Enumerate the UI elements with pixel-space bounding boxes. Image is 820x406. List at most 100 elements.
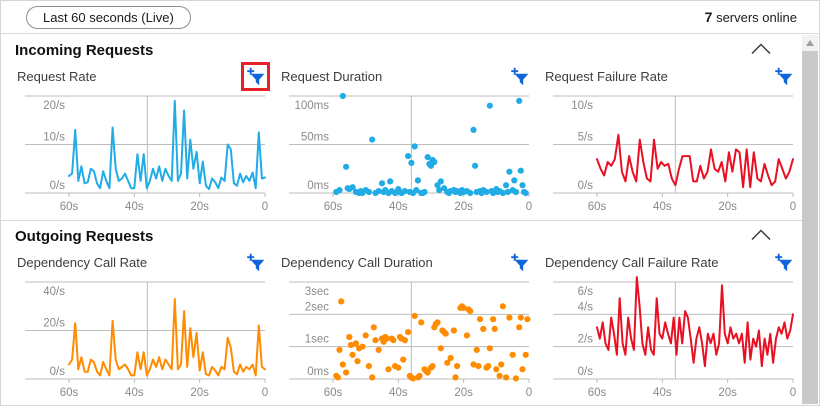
svg-text:0/s: 0/s — [578, 366, 594, 378]
scrollbar-up-arrow[interactable] — [802, 35, 818, 51]
svg-text:50ms: 50ms — [301, 132, 329, 144]
time-range-button[interactable]: Last 60 seconds (Live) — [26, 5, 191, 29]
svg-text:6/s: 6/s — [578, 286, 594, 298]
svg-text:10/s: 10/s — [43, 132, 65, 144]
svg-text:0/s: 0/s — [50, 366, 66, 378]
chart-title: Dependency Call Rate — [17, 254, 148, 270]
svg-text:40/s: 40/s — [43, 286, 65, 298]
add-filter-funnel-icon — [511, 253, 529, 271]
add-filter-button[interactable] — [510, 67, 529, 86]
svg-text:20s: 20s — [454, 387, 473, 399]
svg-text:0: 0 — [526, 387, 532, 399]
svg-text:0: 0 — [526, 201, 532, 213]
servers-online-count: 7 — [704, 9, 713, 25]
svg-text:0: 0 — [262, 201, 268, 213]
chart-header: Request Failure Rate — [545, 62, 795, 90]
dependency-call-failure-rate-plot: 6/s 4/s 2/s 0/s 60s 40s 20s 0 — [545, 276, 796, 400]
svg-text:0: 0 — [262, 387, 268, 399]
add-filter-funnel-icon — [775, 67, 793, 85]
request-rate-plot: 20/s 10/s 0/s 60s 40s 20s 0 — [17, 90, 268, 214]
servers-online-status: 7 servers online — [705, 9, 805, 25]
chart-dependency-call-duration: Dependency Call Duration 3sec 2sec 1sec 0ms… — [273, 248, 537, 400]
chart-request-duration: Request Duration 100ms 50ms 0ms 60s 40s 20s 0 — [273, 62, 537, 214]
up-triangle-icon — [806, 40, 814, 46]
svg-text:2sec: 2sec — [305, 301, 330, 313]
svg-text:40s: 40s — [125, 201, 144, 213]
svg-text:3sec: 3sec — [305, 286, 330, 298]
chart-header: Request Rate — [17, 61, 270, 91]
svg-text:40s: 40s — [389, 201, 408, 213]
chart-header: Dependency Call Rate — [17, 248, 267, 276]
svg-text:10/s: 10/s — [571, 100, 593, 112]
dependency-call-rate-plot: 40/s 20/s 0/s 60s 40s 20s 0 — [17, 276, 268, 400]
svg-text:0: 0 — [790, 201, 796, 213]
section-title: Incoming Requests — [15, 42, 154, 59]
chart-header: Dependency Call Failure Rate — [545, 248, 795, 276]
servers-online-label: servers online — [712, 10, 797, 25]
dependency-call-duration-plot: 3sec 2sec 1sec 0ms 60s 40s 20s 0 — [281, 276, 532, 400]
vertical-scrollbar[interactable] — [802, 35, 818, 404]
chart-title: Dependency Call Failure Rate — [545, 254, 719, 270]
chart-dependency-call-rate: Dependency Call Rate 40/s 20/s 0/s 60s 40s 20… — [9, 248, 273, 400]
svg-text:60s: 60s — [588, 201, 607, 213]
chart-title: Request Duration — [281, 68, 383, 84]
svg-text:1sec: 1sec — [305, 334, 330, 346]
svg-text:20s: 20s — [718, 387, 737, 399]
chart-header: Request Duration — [281, 62, 531, 90]
svg-text:20/s: 20/s — [43, 318, 65, 330]
section-incoming-requests: Incoming Requests Request Rate 20/s 10/s 0… — [1, 35, 802, 214]
add-filter-button[interactable] — [510, 253, 529, 272]
toolbar: Last 60 seconds (Live) 7 servers online — [1, 1, 819, 34]
scrollbar-thumb[interactable] — [802, 51, 818, 404]
chart-dependency-call-failure-rate: Dependency Call Failure Rate 6/s 4/s 2/s 0/… — [537, 248, 801, 400]
svg-text:20s: 20s — [190, 201, 209, 213]
svg-text:0/s: 0/s — [50, 180, 66, 192]
svg-text:4/s: 4/s — [578, 301, 594, 313]
request-duration-plot: 100ms 50ms 0ms 60s 40s 20s 0 — [281, 90, 532, 214]
svg-text:20s: 20s — [718, 201, 737, 213]
charts-row: Request Rate 20/s 10/s 0/s 60s 40s 20s 0 Reque… — [1, 61, 802, 214]
collapse-section-button[interactable] — [750, 43, 788, 59]
add-filter-button[interactable] — [246, 253, 265, 272]
add-filter-funnel-icon — [247, 253, 265, 271]
svg-text:2/s: 2/s — [578, 334, 594, 346]
chevron-up-icon — [751, 229, 771, 241]
svg-text:40s: 40s — [389, 387, 408, 399]
section-header: Outgoing Requests — [1, 223, 802, 248]
svg-text:0/s: 0/s — [578, 180, 594, 192]
collapse-section-button[interactable] — [750, 229, 788, 245]
add-filter-funnel-icon — [511, 67, 529, 85]
request-failure-rate-plot: 10/s 5/s 0/s 60s 40s 20s 0 — [545, 90, 796, 214]
svg-text:60s: 60s — [588, 387, 607, 399]
svg-text:60s: 60s — [324, 201, 343, 213]
add-filter-button[interactable] — [774, 253, 793, 272]
svg-text:40s: 40s — [653, 387, 672, 399]
chevron-up-icon — [751, 43, 771, 55]
section-header: Incoming Requests — [1, 37, 802, 62]
section-outgoing-requests: Outgoing Requests Dependency Call Rate 4… — [1, 220, 802, 400]
add-filter-button[interactable] — [241, 61, 270, 91]
chart-title: Request Failure Rate — [545, 68, 668, 84]
chart-request-failure-rate: Request Failure Rate 10/s 5/s 0/s 60s 40s 20s… — [537, 62, 801, 214]
chart-title: Dependency Call Duration — [281, 254, 433, 270]
svg-text:60s: 60s — [60, 387, 79, 399]
add-filter-funnel-icon — [247, 67, 265, 85]
svg-text:0ms: 0ms — [307, 366, 329, 378]
svg-text:20s: 20s — [454, 201, 473, 213]
svg-text:60s: 60s — [60, 201, 79, 213]
charts-row: Dependency Call Rate 40/s 20/s 0/s 60s 40s 20… — [1, 248, 802, 400]
live-metrics-content: Incoming Requests Request Rate 20/s 10/s 0… — [1, 35, 802, 400]
svg-text:0ms: 0ms — [307, 180, 329, 192]
svg-text:40s: 40s — [653, 201, 672, 213]
svg-text:100ms: 100ms — [294, 100, 329, 112]
chart-request-rate: Request Rate 20/s 10/s 0/s 60s 40s 20s 0 — [9, 61, 273, 214]
add-filter-funnel-icon — [775, 253, 793, 271]
svg-text:20s: 20s — [190, 387, 209, 399]
chart-header: Dependency Call Duration — [281, 248, 531, 276]
svg-text:40s: 40s — [125, 387, 144, 399]
svg-text:60s: 60s — [324, 387, 343, 399]
svg-text:0: 0 — [790, 387, 796, 399]
chart-title: Request Rate — [17, 68, 97, 84]
svg-text:20/s: 20/s — [43, 100, 65, 112]
add-filter-button[interactable] — [774, 67, 793, 86]
